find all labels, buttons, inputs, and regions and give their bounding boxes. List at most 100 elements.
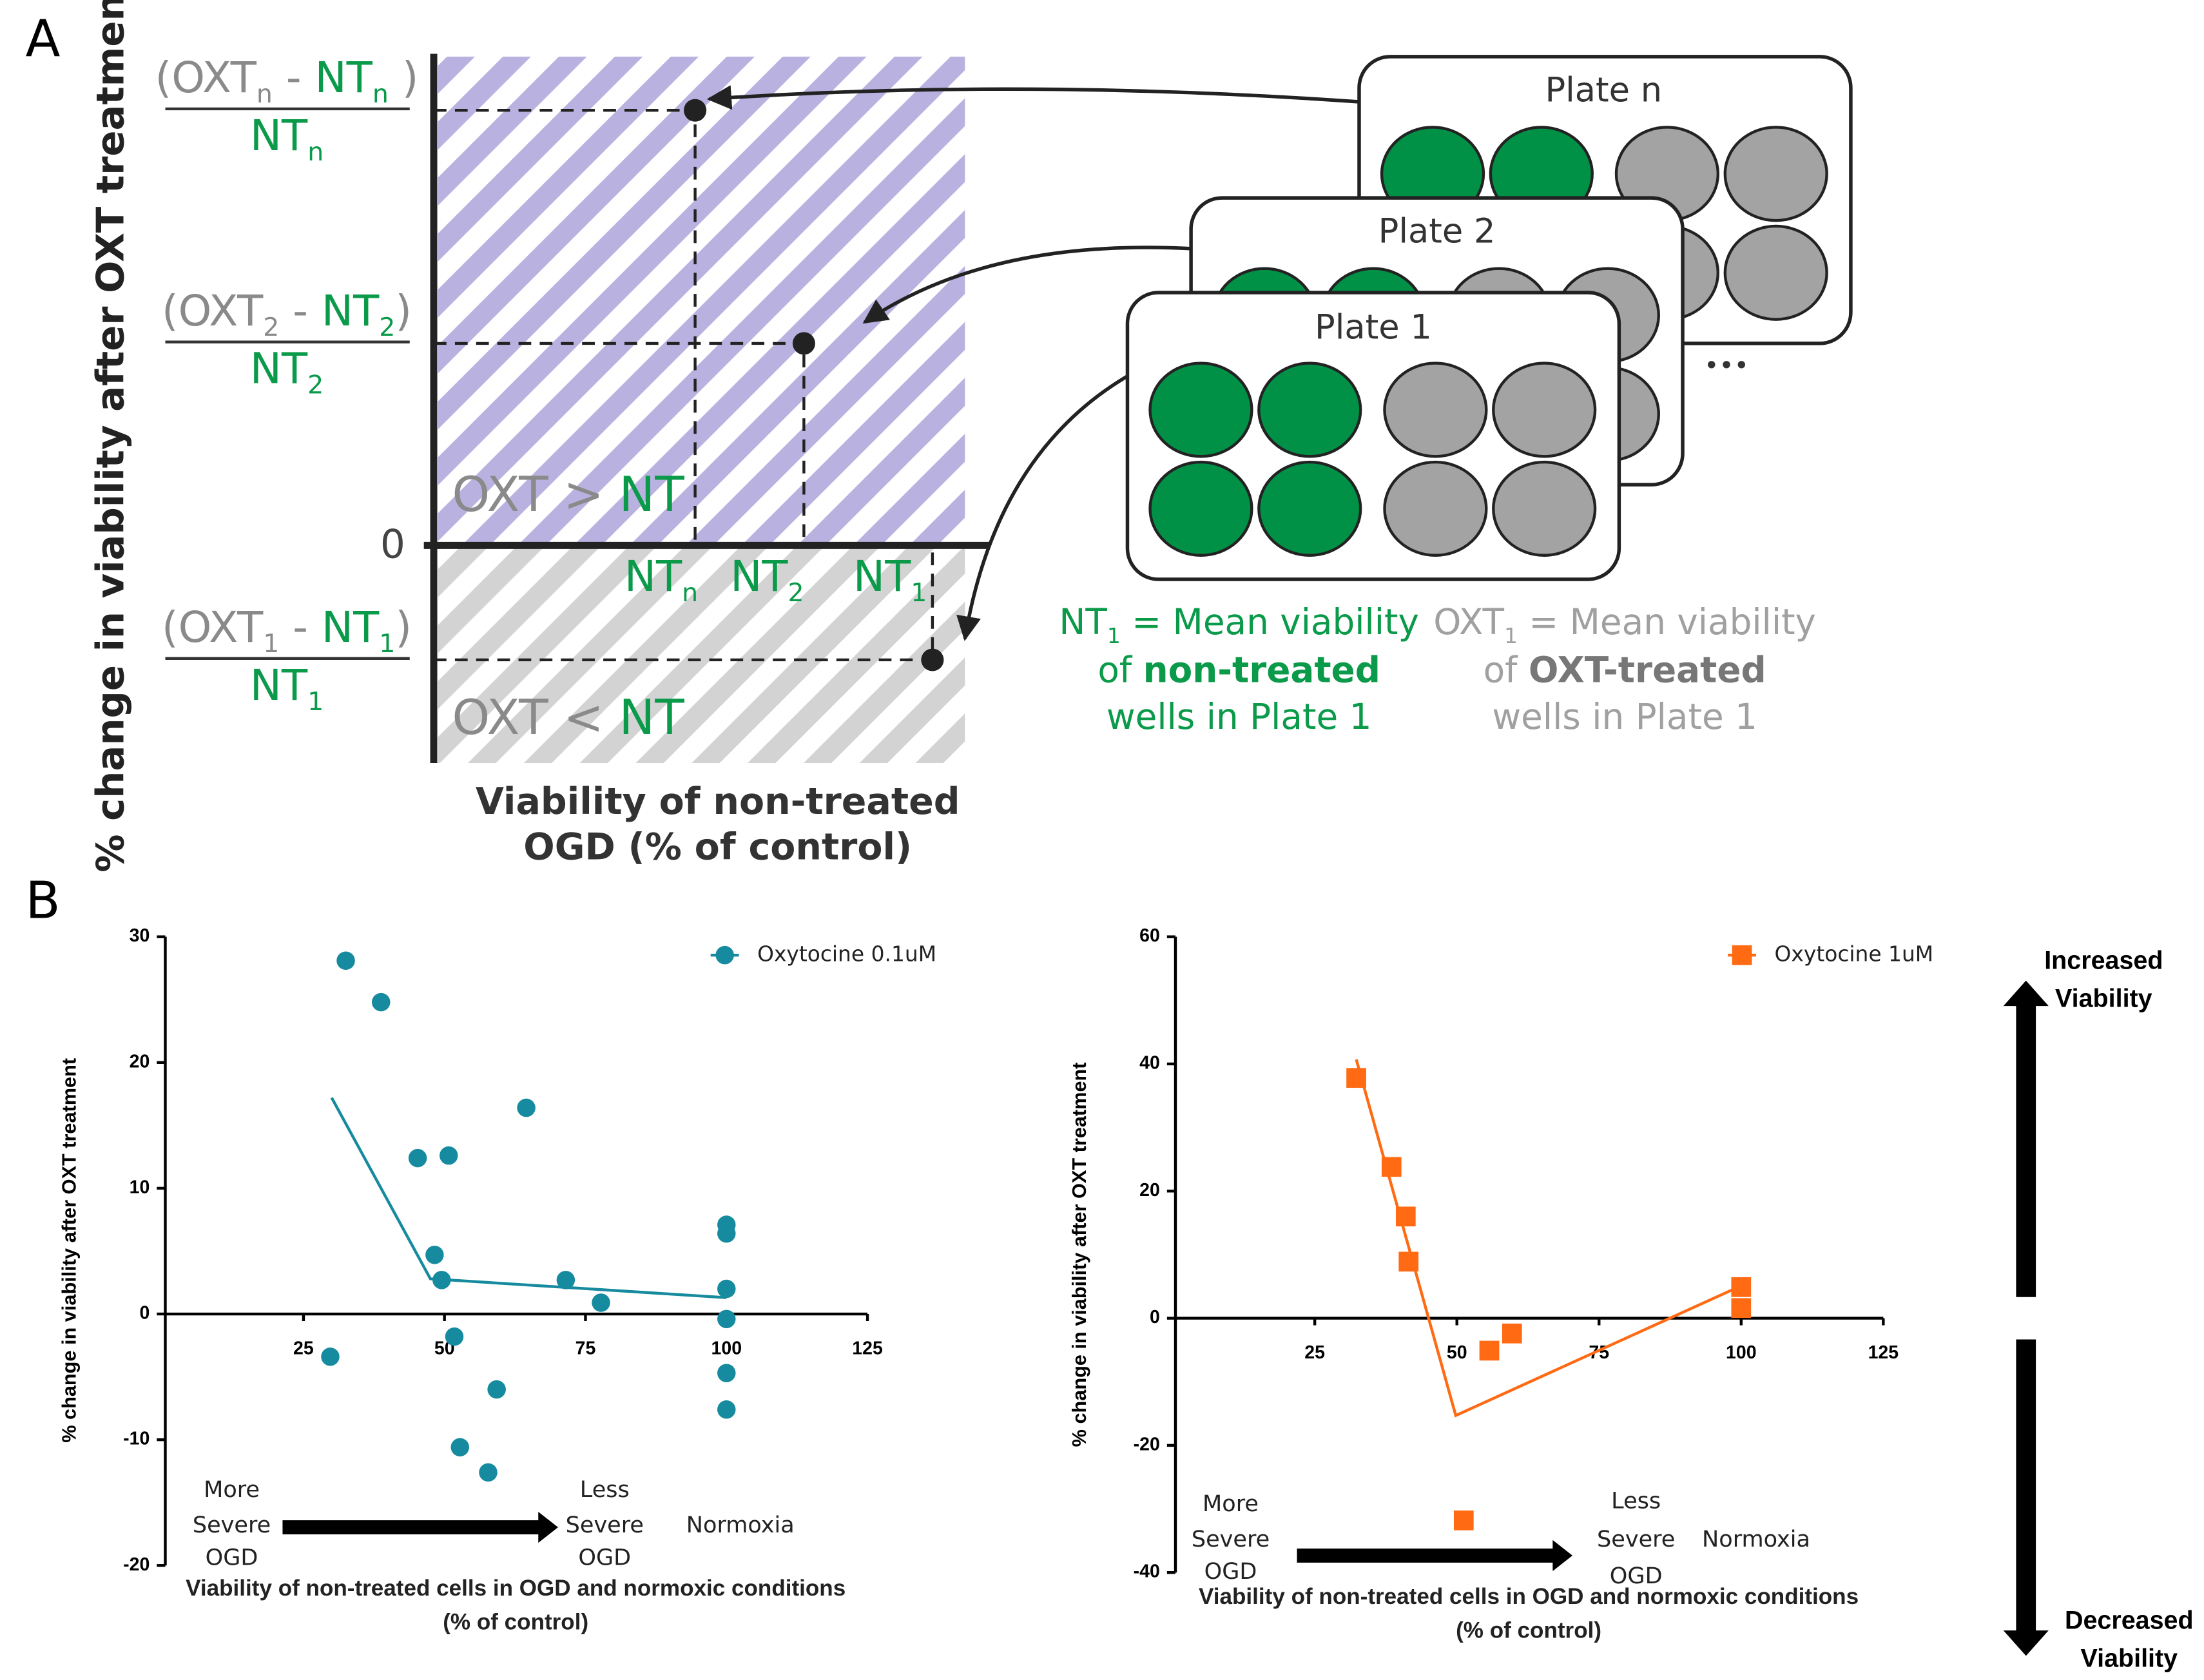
plates: Plate n Plate 2 ••• Plate 1 <box>1125 55 1853 581</box>
label-part: 1 <box>1107 623 1121 648</box>
label: NT2 <box>730 552 804 607</box>
label: wells in Plate 1 <box>1107 696 1372 737</box>
ellipsis: ••• <box>1704 351 1749 381</box>
label: of OXT-treated <box>1484 650 1766 691</box>
label-part: n <box>307 137 324 167</box>
label: NTn <box>624 552 698 607</box>
plate-title: Plate 2 <box>1378 212 1496 251</box>
point <box>592 1293 610 1312</box>
point <box>517 1098 536 1117</box>
point <box>425 1246 444 1264</box>
label-part: - <box>273 53 315 102</box>
point <box>408 1148 427 1168</box>
label-part: 2 <box>307 370 324 400</box>
label-part: NT <box>322 603 380 652</box>
well <box>1492 362 1597 458</box>
plate-title: Plate 1 <box>1315 308 1432 347</box>
point <box>1395 1206 1416 1227</box>
label-part: 2 <box>263 312 279 342</box>
annotation: OGD <box>1610 1563 1663 1589</box>
label-part: n <box>682 578 698 608</box>
label: OXT > NT <box>452 466 685 522</box>
panel-label: B <box>25 871 60 931</box>
label-part: NT <box>730 552 788 601</box>
panel-label: A <box>25 9 60 68</box>
label: wells in Plate 1 <box>1492 696 1757 737</box>
legend-label: Oxytocine 1uM <box>1775 941 1934 967</box>
point <box>556 1271 575 1289</box>
annotation: Less <box>580 1476 630 1503</box>
label-part: 1 <box>307 686 324 716</box>
y-tick-label: 40 <box>1139 1053 1160 1074</box>
legend-marker <box>1732 945 1752 965</box>
point <box>445 1327 464 1346</box>
annotation: Normoxia <box>686 1512 795 1538</box>
region-down <box>438 545 965 764</box>
y-tick-label: 10 <box>130 1177 150 1197</box>
label-part: OXT-treated <box>1529 650 1766 691</box>
point <box>1398 1251 1419 1272</box>
label-part: NT <box>314 53 372 102</box>
annotation: OGD <box>1204 1558 1257 1585</box>
label-part: < <box>548 690 619 746</box>
arrow-down <box>2003 1339 2049 1656</box>
well <box>1492 460 1597 557</box>
label-part: (OXT <box>162 286 264 336</box>
y-tick-label: -10 <box>123 1429 150 1449</box>
annotation: More <box>204 1476 260 1503</box>
label-part: 1 <box>911 578 927 608</box>
side-label: Viability <box>2055 985 2152 1013</box>
x-tick-label: 100 <box>711 1338 742 1358</box>
well <box>1723 224 1828 321</box>
legend-label: Oxytocine 0.1uM <box>757 941 936 967</box>
side-label: Viability <box>2081 1645 2178 1673</box>
side-label: Decreased <box>2065 1606 2194 1634</box>
label-part: NT <box>619 466 684 522</box>
label-part: of <box>1097 650 1143 691</box>
annotation: Severe <box>566 1512 644 1538</box>
x-tick-label: 75 <box>575 1338 596 1358</box>
well <box>1383 362 1488 458</box>
side-label: Increased <box>2044 947 2163 975</box>
label-part: NT <box>322 286 380 336</box>
x-tick-label: 125 <box>852 1338 883 1358</box>
label-part: NT <box>853 552 911 601</box>
well <box>1148 362 1253 458</box>
x-axis-label: (% of control) <box>1456 1618 1601 1643</box>
label-part: wells in Plate 1 <box>1492 696 1757 737</box>
x-tick-label: 100 <box>1726 1342 1757 1363</box>
point <box>717 1279 736 1299</box>
annotation: OGD <box>578 1544 631 1570</box>
label: NTn <box>250 111 324 166</box>
point <box>432 1271 451 1289</box>
label-part: ) <box>395 603 412 652</box>
well <box>1257 362 1362 458</box>
fit-line <box>330 1097 727 1299</box>
legend-marker <box>715 945 734 965</box>
y-tick-label: 20 <box>1139 1180 1160 1201</box>
annotation: Severe <box>1192 1526 1270 1552</box>
y-tick-label: 0 <box>1150 1307 1160 1328</box>
label-part: ) <box>389 53 419 102</box>
label-part: non-treated <box>1143 650 1380 691</box>
plate-title: Plate n <box>1545 70 1662 110</box>
label-part: wells in Plate 1 <box>1107 696 1372 737</box>
y-tick-label: 0 <box>140 1303 150 1324</box>
label-part: (OXT <box>155 53 257 102</box>
y-tick-label: 20 <box>130 1051 150 1072</box>
severity-arrow <box>282 1511 558 1543</box>
point <box>487 1380 506 1399</box>
label-part: (OXT <box>162 603 264 652</box>
label-part: 2 <box>379 312 395 342</box>
annotation: Severe <box>193 1512 271 1538</box>
y-tick-label: 60 <box>1139 925 1160 946</box>
fit-line <box>1355 1059 1742 1418</box>
label-part: > <box>548 466 619 522</box>
x-axis-label: Viability of non-treated <box>476 780 960 823</box>
label-part: 2 <box>788 578 804 608</box>
y-axis-label: % change in viability after OXT treatmen… <box>1068 1063 1090 1447</box>
label-part: - <box>279 603 322 652</box>
point <box>1731 1277 1752 1297</box>
x-axis-label: Viability of non-treated cells in OGD an… <box>186 1576 846 1601</box>
